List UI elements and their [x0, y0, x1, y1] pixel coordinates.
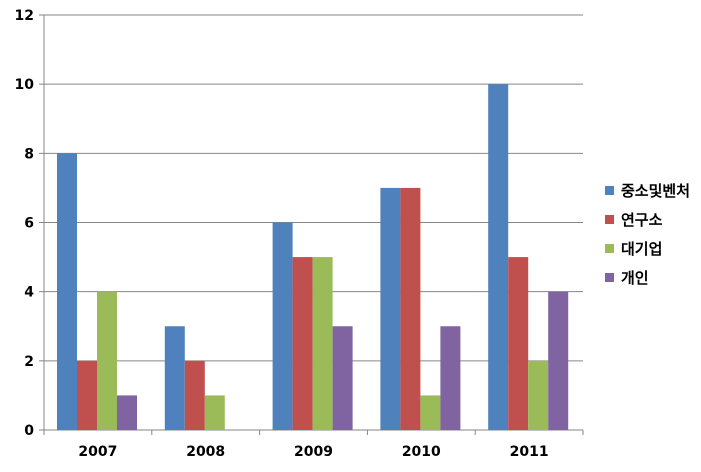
y-tick-label-4: 8 — [24, 146, 34, 162]
y-tick-label-2: 4 — [24, 285, 34, 301]
legend-swatch-1 — [605, 215, 614, 224]
legend-label-2: 대기업 — [621, 240, 662, 258]
x-tick-label-2009: 2009 — [294, 444, 333, 460]
x-tick-label-2011: 2011 — [510, 444, 549, 460]
bar-1-2010 — [400, 187, 421, 430]
bar-2-2009 — [312, 257, 333, 430]
bars — [57, 84, 569, 431]
bar-1-2007 — [77, 360, 97, 430]
legend-label-1: 연구소 — [621, 211, 663, 229]
bar-1-2009 — [292, 257, 313, 430]
bar-2-2007 — [97, 291, 117, 430]
y-tick-label-1: 2 — [24, 354, 34, 370]
y-tick-label-5: 10 — [15, 77, 35, 93]
bar-0-2008 — [164, 326, 185, 430]
x-tick-label-2008: 2008 — [186, 444, 225, 460]
bar-2-2010 — [420, 395, 441, 430]
y-tick-label-6: 12 — [15, 8, 34, 24]
legend-swatch-3 — [605, 273, 614, 282]
y-axis-ticks: 0 2 4 6 8 10 12 — [15, 8, 35, 439]
bar-1-2011 — [508, 257, 529, 430]
y-tick-label-3: 6 — [24, 216, 34, 232]
legend-swatch-2 — [605, 244, 614, 253]
bar-1-2008 — [184, 360, 205, 430]
bar-3-2011 — [548, 291, 569, 430]
bar-3-2010 — [440, 326, 461, 430]
bar-3-2009 — [332, 326, 353, 430]
bar-0-2007 — [57, 153, 77, 431]
bar-2-2008 — [204, 395, 225, 430]
bar-0-2009 — [272, 222, 293, 430]
y-tick-label-0: 0 — [24, 423, 34, 439]
x-tick-label-2010: 2010 — [402, 444, 441, 460]
x-axis-ticks: 2007 2008 2009 2010 2011 — [78, 444, 548, 460]
legend-label-3: 개인 — [621, 269, 649, 287]
bar-3-2007 — [117, 395, 137, 430]
bar-0-2010 — [380, 187, 401, 430]
bar-2-2011 — [528, 360, 549, 430]
legend-swatch-0 — [605, 186, 614, 195]
legend-label-0: 중소및벤처 — [621, 182, 690, 200]
x-tick-label-2007: 2007 — [78, 444, 117, 460]
bar-0-2011 — [488, 84, 509, 431]
